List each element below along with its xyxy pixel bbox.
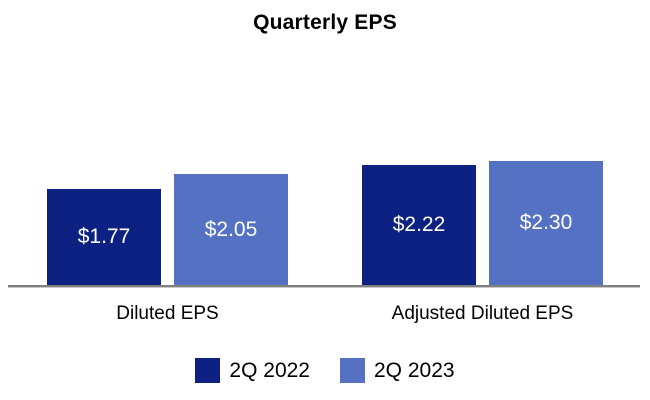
bar-value-label: $2.30 <box>519 211 573 234</box>
bar-2q-2022-adjusted-diluted-eps: $2.22 <box>362 165 476 285</box>
bar-2q-2023-diluted-eps: $2.05 <box>174 174 288 285</box>
legend-item-2q-2023: 2Q 2023 <box>340 358 455 383</box>
legend: 2Q 2022 2Q 2023 <box>0 358 650 383</box>
legend-item-2q-2022: 2Q 2022 <box>195 358 310 383</box>
legend-label-2q-2023: 2Q 2023 <box>374 358 455 382</box>
x-axis-line <box>8 285 640 288</box>
bar-2q-2023-adjusted-diluted-eps: $2.30 <box>489 161 603 285</box>
legend-swatch-2q-2023 <box>340 358 365 383</box>
bar-value-label: $2.05 <box>204 217 258 241</box>
category-label-diluted-eps: Diluted EPS <box>116 303 219 324</box>
category-label-adjusted-diluted-eps: Adjusted Diluted EPS <box>391 303 574 324</box>
bar-value-label: $1.77 <box>77 225 131 248</box>
legend-label-2q-2022: 2Q 2022 <box>229 358 310 382</box>
legend-swatch-2q-2022 <box>195 358 221 383</box>
chart-title: Quarterly EPS <box>253 11 397 34</box>
bar-value-label: $2.22 <box>392 213 446 236</box>
bar-2q-2022-diluted-eps: $1.77 <box>47 189 161 285</box>
